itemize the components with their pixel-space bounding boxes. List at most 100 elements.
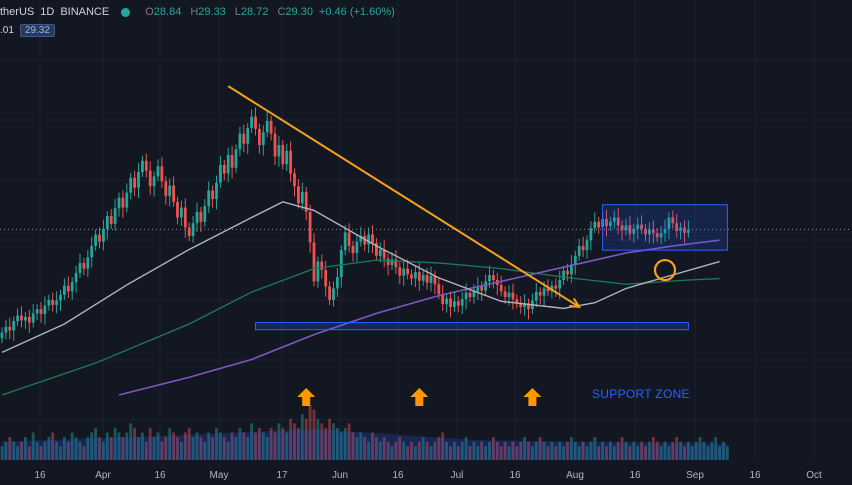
volume-bar xyxy=(51,432,55,460)
candle-body xyxy=(59,294,62,301)
candle-body xyxy=(129,177,133,193)
candle-body xyxy=(219,164,222,183)
candle-body xyxy=(460,299,464,306)
candle-body xyxy=(90,245,94,258)
candle-body xyxy=(43,305,47,315)
candle-body xyxy=(515,299,519,304)
candle-body xyxy=(242,133,246,144)
volume-bar xyxy=(246,437,250,460)
volume-bar xyxy=(722,441,725,460)
x-tick-label: 17 xyxy=(276,470,288,481)
candle-body xyxy=(542,288,546,296)
candle-body xyxy=(98,234,101,242)
volume-bar xyxy=(441,432,445,460)
volume-bar xyxy=(511,441,515,460)
volume-bar xyxy=(277,423,281,460)
volume-bar xyxy=(125,432,129,460)
volume-bar xyxy=(570,437,573,460)
volume-bar xyxy=(242,432,246,460)
volume-bar xyxy=(375,437,378,460)
candle-body xyxy=(468,292,472,298)
volume-bar xyxy=(476,446,480,460)
volume-bar xyxy=(109,437,113,460)
close-label: C xyxy=(277,6,286,18)
candle-body xyxy=(425,275,429,283)
volume-bar xyxy=(577,446,581,460)
candle-body xyxy=(121,197,125,208)
volume-bar xyxy=(499,446,503,460)
x-tick-label: May xyxy=(210,470,229,481)
candle-body xyxy=(371,234,374,244)
candle-body xyxy=(86,257,90,269)
volume-bar xyxy=(336,427,339,460)
candle-body xyxy=(464,292,468,300)
candle-body xyxy=(113,208,117,224)
candle-body xyxy=(363,235,367,245)
volume-bar xyxy=(20,441,23,460)
volume-bar xyxy=(222,437,226,460)
volume-bar xyxy=(47,437,51,460)
candle-body xyxy=(476,286,480,292)
volume-bar xyxy=(593,437,597,460)
volume-bar xyxy=(683,446,686,460)
candle-body xyxy=(573,255,577,265)
candle-body xyxy=(148,170,152,187)
candle-body xyxy=(683,227,686,233)
candle-body xyxy=(648,229,651,235)
candle-body xyxy=(347,232,351,246)
candle-body xyxy=(102,228,105,242)
candle-body xyxy=(488,275,491,282)
candle-body xyxy=(312,242,316,282)
candle-body xyxy=(581,245,585,251)
volume-bar xyxy=(468,446,472,460)
volume-bar xyxy=(519,441,523,460)
volume-bar xyxy=(636,446,640,460)
candle-body xyxy=(620,225,624,231)
candle-body xyxy=(234,149,238,168)
candle-body xyxy=(554,285,558,289)
volume-bar xyxy=(308,405,312,460)
volume-bar xyxy=(261,432,265,460)
candle-body xyxy=(671,217,675,224)
candle-body xyxy=(137,172,140,188)
volume-bar xyxy=(312,409,316,460)
volume-bar xyxy=(449,446,452,460)
indicator-value-badge: 29.32 xyxy=(19,24,55,37)
volume-bar xyxy=(215,427,218,460)
candle-body xyxy=(35,309,39,314)
volume-bar xyxy=(390,446,394,460)
volume-bar xyxy=(148,427,152,460)
candle-body xyxy=(343,232,347,251)
volume-bar xyxy=(70,432,74,460)
volume-bar xyxy=(612,446,616,460)
volume-bar xyxy=(632,441,636,460)
candle-body xyxy=(433,275,437,285)
candle-body xyxy=(402,268,406,276)
support-zone-label: SUPPORT ZONE xyxy=(592,387,690,401)
candle-body xyxy=(265,120,269,133)
candle-body xyxy=(628,225,632,234)
drawing-overlays[interactable] xyxy=(227,85,728,406)
candle-body xyxy=(8,326,12,331)
candle-body xyxy=(215,182,218,200)
candle-body xyxy=(222,164,226,174)
candle-body xyxy=(570,264,573,275)
candle-body xyxy=(472,291,476,298)
volume-bar xyxy=(219,432,222,460)
volume-bar xyxy=(43,441,47,460)
volume-bar xyxy=(492,437,495,460)
volume-bar xyxy=(343,427,347,460)
x-tick-label: Sep xyxy=(686,470,704,481)
volume-bar xyxy=(480,441,484,460)
volume-bar xyxy=(199,437,203,460)
volume-bar xyxy=(94,427,97,460)
volume-bar xyxy=(573,441,577,460)
consolidation-box xyxy=(602,204,728,251)
candle-body xyxy=(156,166,160,177)
volume-bar xyxy=(250,423,253,460)
candle-body xyxy=(558,279,562,289)
candle-body xyxy=(82,262,86,269)
candle-body xyxy=(624,225,628,231)
close-value: 29.30 xyxy=(285,6,313,18)
